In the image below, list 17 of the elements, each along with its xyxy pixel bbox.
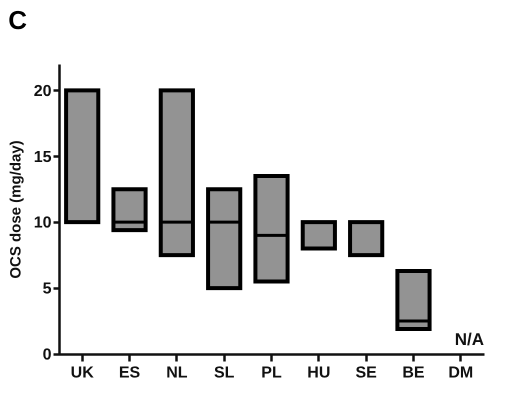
- chart-title: C: [8, 5, 28, 35]
- x-tick-label: NL: [166, 364, 188, 382]
- x-tick-label: SE: [355, 364, 378, 382]
- x-tick-label: UK: [70, 364, 94, 382]
- y-axis-title: OCS dose (mg/day): [8, 140, 25, 279]
- x-tick-label: PL: [261, 364, 282, 382]
- annotation: N/A: [454, 330, 484, 349]
- x-tick-label: BE: [402, 364, 425, 382]
- y-tick-label: 15: [34, 148, 52, 166]
- x-tick-label: HU: [307, 364, 330, 382]
- x-tick-label: ES: [118, 364, 141, 382]
- y-tick-label: 10: [34, 214, 52, 232]
- x-tick-label: SL: [214, 364, 235, 382]
- y-tick-label: 0: [42, 346, 52, 364]
- x-tick-label: DM: [448, 364, 474, 382]
- y-tick-label: 5: [42, 280, 52, 298]
- y-tick-label: 20: [34, 82, 52, 100]
